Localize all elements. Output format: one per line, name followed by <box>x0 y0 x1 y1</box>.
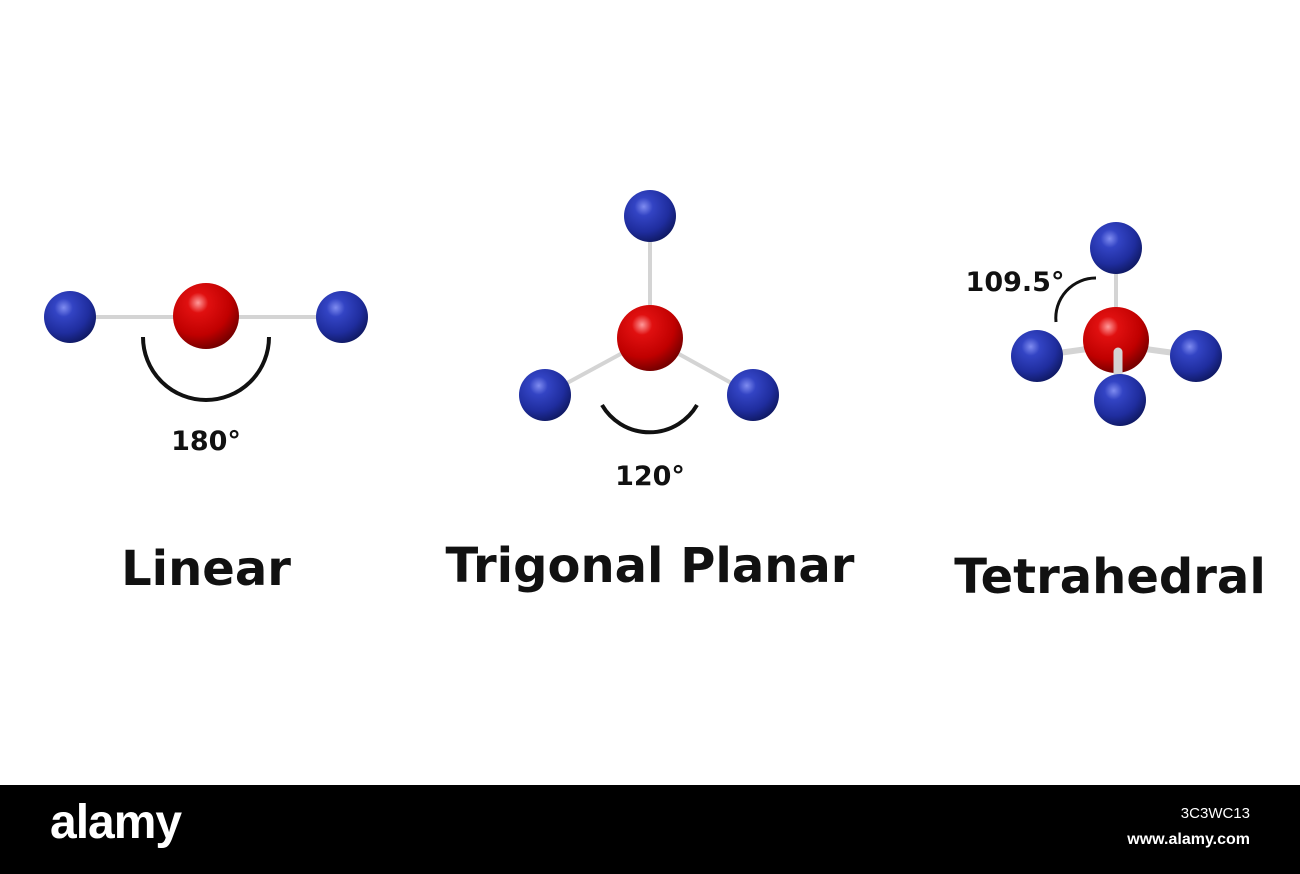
outer-atom <box>1170 330 1222 382</box>
outer-atom <box>1090 222 1142 274</box>
central-atom <box>617 305 683 371</box>
angle-label: 120° <box>615 461 685 492</box>
linear-molecule: 180° <box>44 283 368 457</box>
outer-atom <box>727 369 779 421</box>
angle-arc <box>141 336 271 402</box>
geometry-name-trigonal-planar: Trigonal Planar <box>446 538 855 594</box>
outer-atom <box>1011 330 1063 382</box>
outer-atom <box>316 291 368 343</box>
angle-label: 180° <box>171 426 241 457</box>
outer-atom <box>44 291 96 343</box>
outer-atom <box>1094 374 1146 426</box>
watermark-footer: alamy 3C3WC13 www.alamy.com <box>0 785 1300 874</box>
central-atom <box>173 283 239 349</box>
outer-atom <box>624 190 676 242</box>
brand-logo: alamy <box>50 796 182 849</box>
tetrahedral-molecule: 109.5° <box>966 222 1222 426</box>
image-id: 3C3WC13 <box>1180 805 1250 822</box>
outer-atom <box>519 369 571 421</box>
geometry-name-tetrahedral: Tetrahedral <box>954 549 1266 605</box>
central-atom <box>1083 307 1149 373</box>
site-url: www.alamy.com <box>1127 831 1250 848</box>
angle-label: 109.5° <box>966 267 1065 298</box>
geometry-name-linear: Linear <box>121 541 291 597</box>
angle-arc <box>600 403 699 435</box>
trigonal-planar-molecule: 120° <box>519 190 779 492</box>
molecular-geometry-diagram: 180° 120° 109.5° Linear Trigonal Planar … <box>44 190 1266 605</box>
angle-arc <box>1054 276 1097 323</box>
